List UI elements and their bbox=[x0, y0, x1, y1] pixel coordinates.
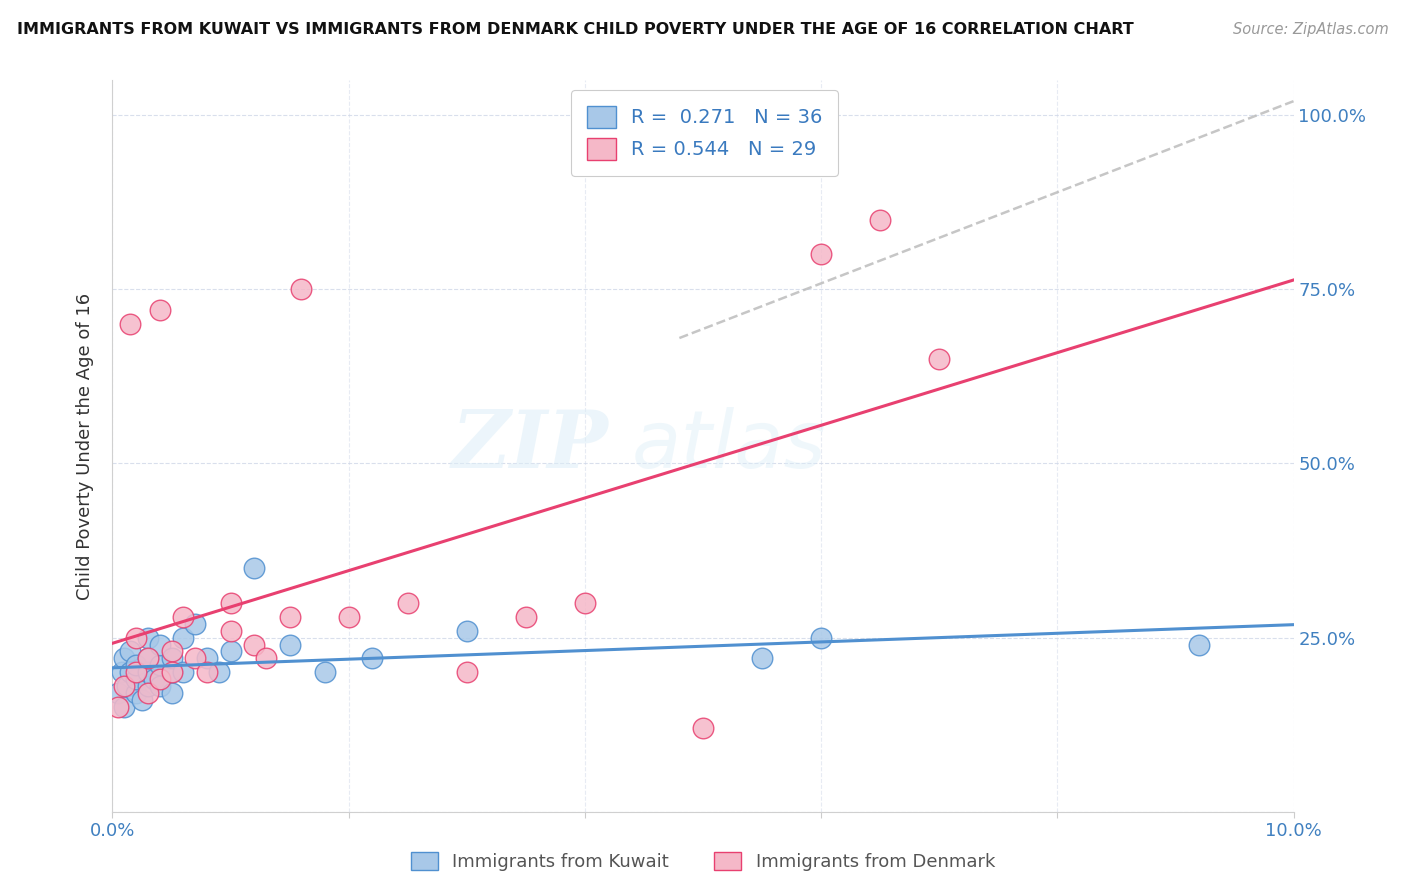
Point bbox=[574, 596, 596, 610]
Point bbox=[278, 638, 301, 652]
Point bbox=[136, 686, 159, 700]
Legend: Immigrants from Kuwait, Immigrants from Denmark: Immigrants from Kuwait, Immigrants from … bbox=[404, 845, 1002, 879]
Point bbox=[149, 303, 172, 318]
Point bbox=[112, 651, 135, 665]
Point bbox=[125, 631, 148, 645]
Point bbox=[361, 651, 384, 665]
Point bbox=[195, 665, 218, 680]
Point bbox=[125, 665, 148, 680]
Point bbox=[112, 700, 135, 714]
Point bbox=[131, 693, 153, 707]
Point bbox=[136, 651, 159, 665]
Point bbox=[1188, 638, 1211, 652]
Point bbox=[125, 686, 148, 700]
Point bbox=[314, 665, 336, 680]
Point bbox=[120, 644, 142, 658]
Text: atlas: atlas bbox=[633, 407, 827, 485]
Point bbox=[136, 631, 159, 645]
Text: Source: ZipAtlas.com: Source: ZipAtlas.com bbox=[1233, 22, 1389, 37]
Point bbox=[120, 665, 142, 680]
Point bbox=[136, 665, 159, 680]
Point bbox=[136, 679, 159, 693]
Point bbox=[751, 651, 773, 665]
Point bbox=[111, 665, 134, 680]
Point bbox=[125, 658, 148, 673]
Text: IMMIGRANTS FROM KUWAIT VS IMMIGRANTS FROM DENMARK CHILD POVERTY UNDER THE AGE OF: IMMIGRANTS FROM KUWAIT VS IMMIGRANTS FRO… bbox=[17, 22, 1133, 37]
Point bbox=[160, 686, 183, 700]
Point bbox=[149, 658, 172, 673]
Point bbox=[172, 609, 194, 624]
Point bbox=[810, 631, 832, 645]
Point bbox=[928, 351, 950, 366]
Point bbox=[107, 686, 129, 700]
Point bbox=[125, 673, 148, 687]
Point bbox=[160, 644, 183, 658]
Point bbox=[149, 638, 172, 652]
Point bbox=[184, 616, 207, 631]
Point bbox=[810, 247, 832, 261]
Point bbox=[136, 651, 159, 665]
Point bbox=[254, 651, 277, 665]
Point bbox=[456, 624, 478, 638]
Point bbox=[149, 679, 172, 693]
Point bbox=[120, 317, 142, 331]
Point bbox=[869, 212, 891, 227]
Point bbox=[160, 651, 183, 665]
Text: ZIP: ZIP bbox=[451, 408, 609, 484]
Point bbox=[692, 721, 714, 735]
Point bbox=[160, 665, 183, 680]
Point bbox=[115, 679, 138, 693]
Point bbox=[142, 673, 165, 687]
Point bbox=[172, 665, 194, 680]
Point bbox=[172, 631, 194, 645]
Point bbox=[243, 561, 266, 575]
Point bbox=[515, 609, 537, 624]
Point bbox=[184, 651, 207, 665]
Y-axis label: Child Poverty Under the Age of 16: Child Poverty Under the Age of 16 bbox=[76, 293, 94, 599]
Point bbox=[278, 609, 301, 624]
Point bbox=[219, 624, 242, 638]
Point bbox=[396, 596, 419, 610]
Point bbox=[219, 644, 242, 658]
Point bbox=[195, 651, 218, 665]
Point bbox=[208, 665, 231, 680]
Point bbox=[337, 609, 360, 624]
Point bbox=[456, 665, 478, 680]
Legend: R =  0.271   N = 36, R = 0.544   N = 29: R = 0.271 N = 36, R = 0.544 N = 29 bbox=[571, 90, 838, 176]
Point bbox=[112, 679, 135, 693]
Point bbox=[243, 638, 266, 652]
Point bbox=[290, 282, 312, 296]
Point bbox=[149, 673, 172, 687]
Point bbox=[107, 700, 129, 714]
Point bbox=[160, 665, 183, 680]
Point bbox=[219, 596, 242, 610]
